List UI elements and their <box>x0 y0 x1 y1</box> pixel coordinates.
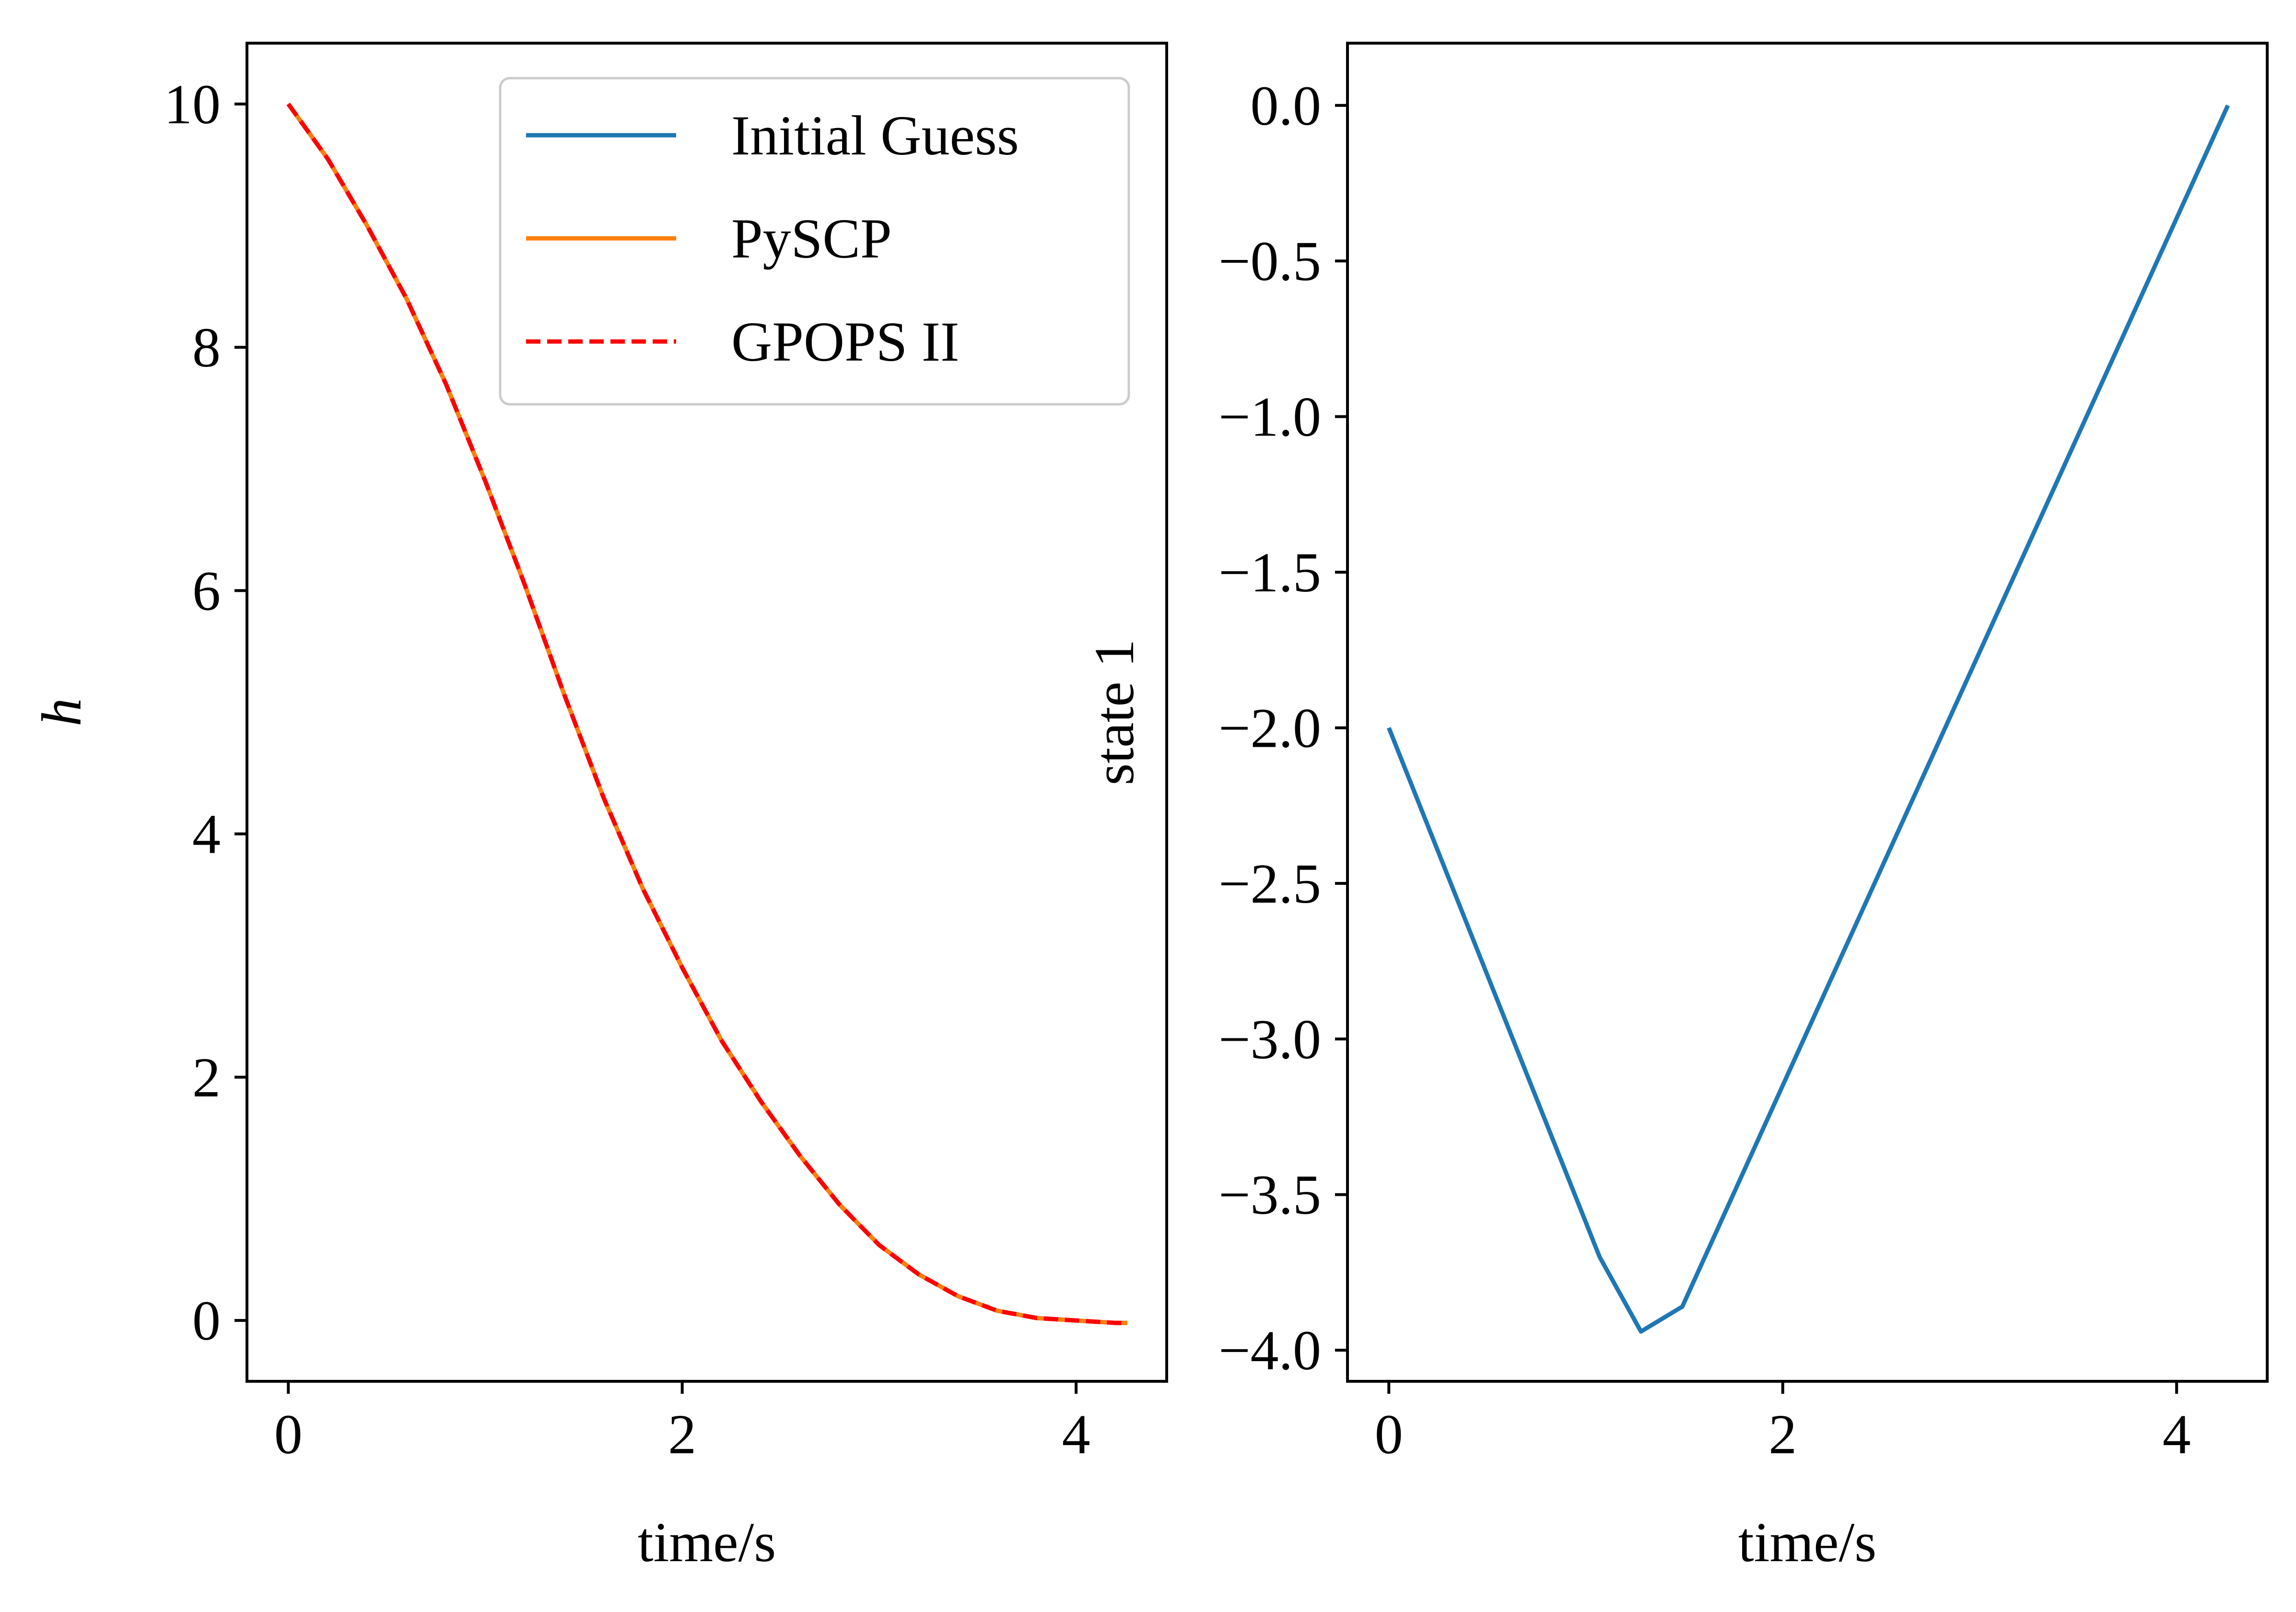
legend-label-gpops-ii: GPOPS II <box>731 310 959 373</box>
x-tick-label: 2 <box>1769 1403 1797 1466</box>
x-tick-label: 4 <box>1062 1403 1090 1466</box>
left-y-ticks: 0 2 4 6 8 10 <box>164 73 247 1352</box>
legend: Initial Guess PySCP GPOPS II <box>499 77 1130 406</box>
right-y-ticks: 0.0 −0.5 −1.0 −1.5 −2.0 −2.5 −3.0 −3.5 −4.0 <box>1218 74 1347 1382</box>
y-tick-label: 4 <box>192 803 221 866</box>
y-tick-label: −4.0 <box>1218 1319 1321 1382</box>
y-tick-label: −2.5 <box>1218 852 1321 915</box>
x-tick-label: 0 <box>1375 1403 1403 1466</box>
legend-box <box>499 77 1130 406</box>
y-tick-label: 10 <box>164 73 221 136</box>
x-tick-label: 0 <box>274 1403 303 1466</box>
y-tick-label: 0.0 <box>1251 74 1322 137</box>
legend-label-pyscp: PySCP <box>731 207 892 270</box>
right-x-axis-label: time/s <box>1738 1511 1876 1574</box>
left-series-lines <box>286 103 1127 1325</box>
y-tick-label: 8 <box>192 316 221 379</box>
series-line-state-1 <box>1387 104 2230 1334</box>
y-tick-label: 6 <box>192 559 221 622</box>
series-line-gpops-ii <box>286 103 1127 1325</box>
left-x-ticks: 0 2 4 <box>274 1381 1090 1466</box>
y-tick-label: −1.0 <box>1218 386 1321 448</box>
legend-label-initial-guess: Initial Guess <box>731 104 1019 167</box>
y-tick-label: −0.5 <box>1218 230 1321 293</box>
y-tick-label: 2 <box>192 1046 221 1109</box>
right-plot-frame <box>1346 42 2269 1383</box>
y-tick-label: −3.0 <box>1218 1008 1321 1071</box>
x-tick-label: 2 <box>668 1403 696 1466</box>
left-plot-frame <box>246 42 1168 1383</box>
y-tick-label: −1.5 <box>1218 541 1321 604</box>
right-x-ticks: 0 2 4 <box>1375 1381 2191 1466</box>
x-tick-label: 4 <box>2163 1403 2191 1466</box>
right-y-axis-label: state 1 <box>1083 639 1146 786</box>
left-x-axis-label: time/s <box>638 1511 776 1574</box>
chart-left: 0 2 4 0 2 4 6 8 10 time/s h Initial Guess PySCP… <box>30 42 1168 1574</box>
y-tick-label: −2.0 <box>1218 696 1321 759</box>
left-y-axis-label: h <box>30 698 93 727</box>
y-tick-label: 0 <box>192 1289 221 1352</box>
y-tick-label: −3.5 <box>1218 1164 1321 1226</box>
right-series-lines <box>1387 104 2230 1334</box>
